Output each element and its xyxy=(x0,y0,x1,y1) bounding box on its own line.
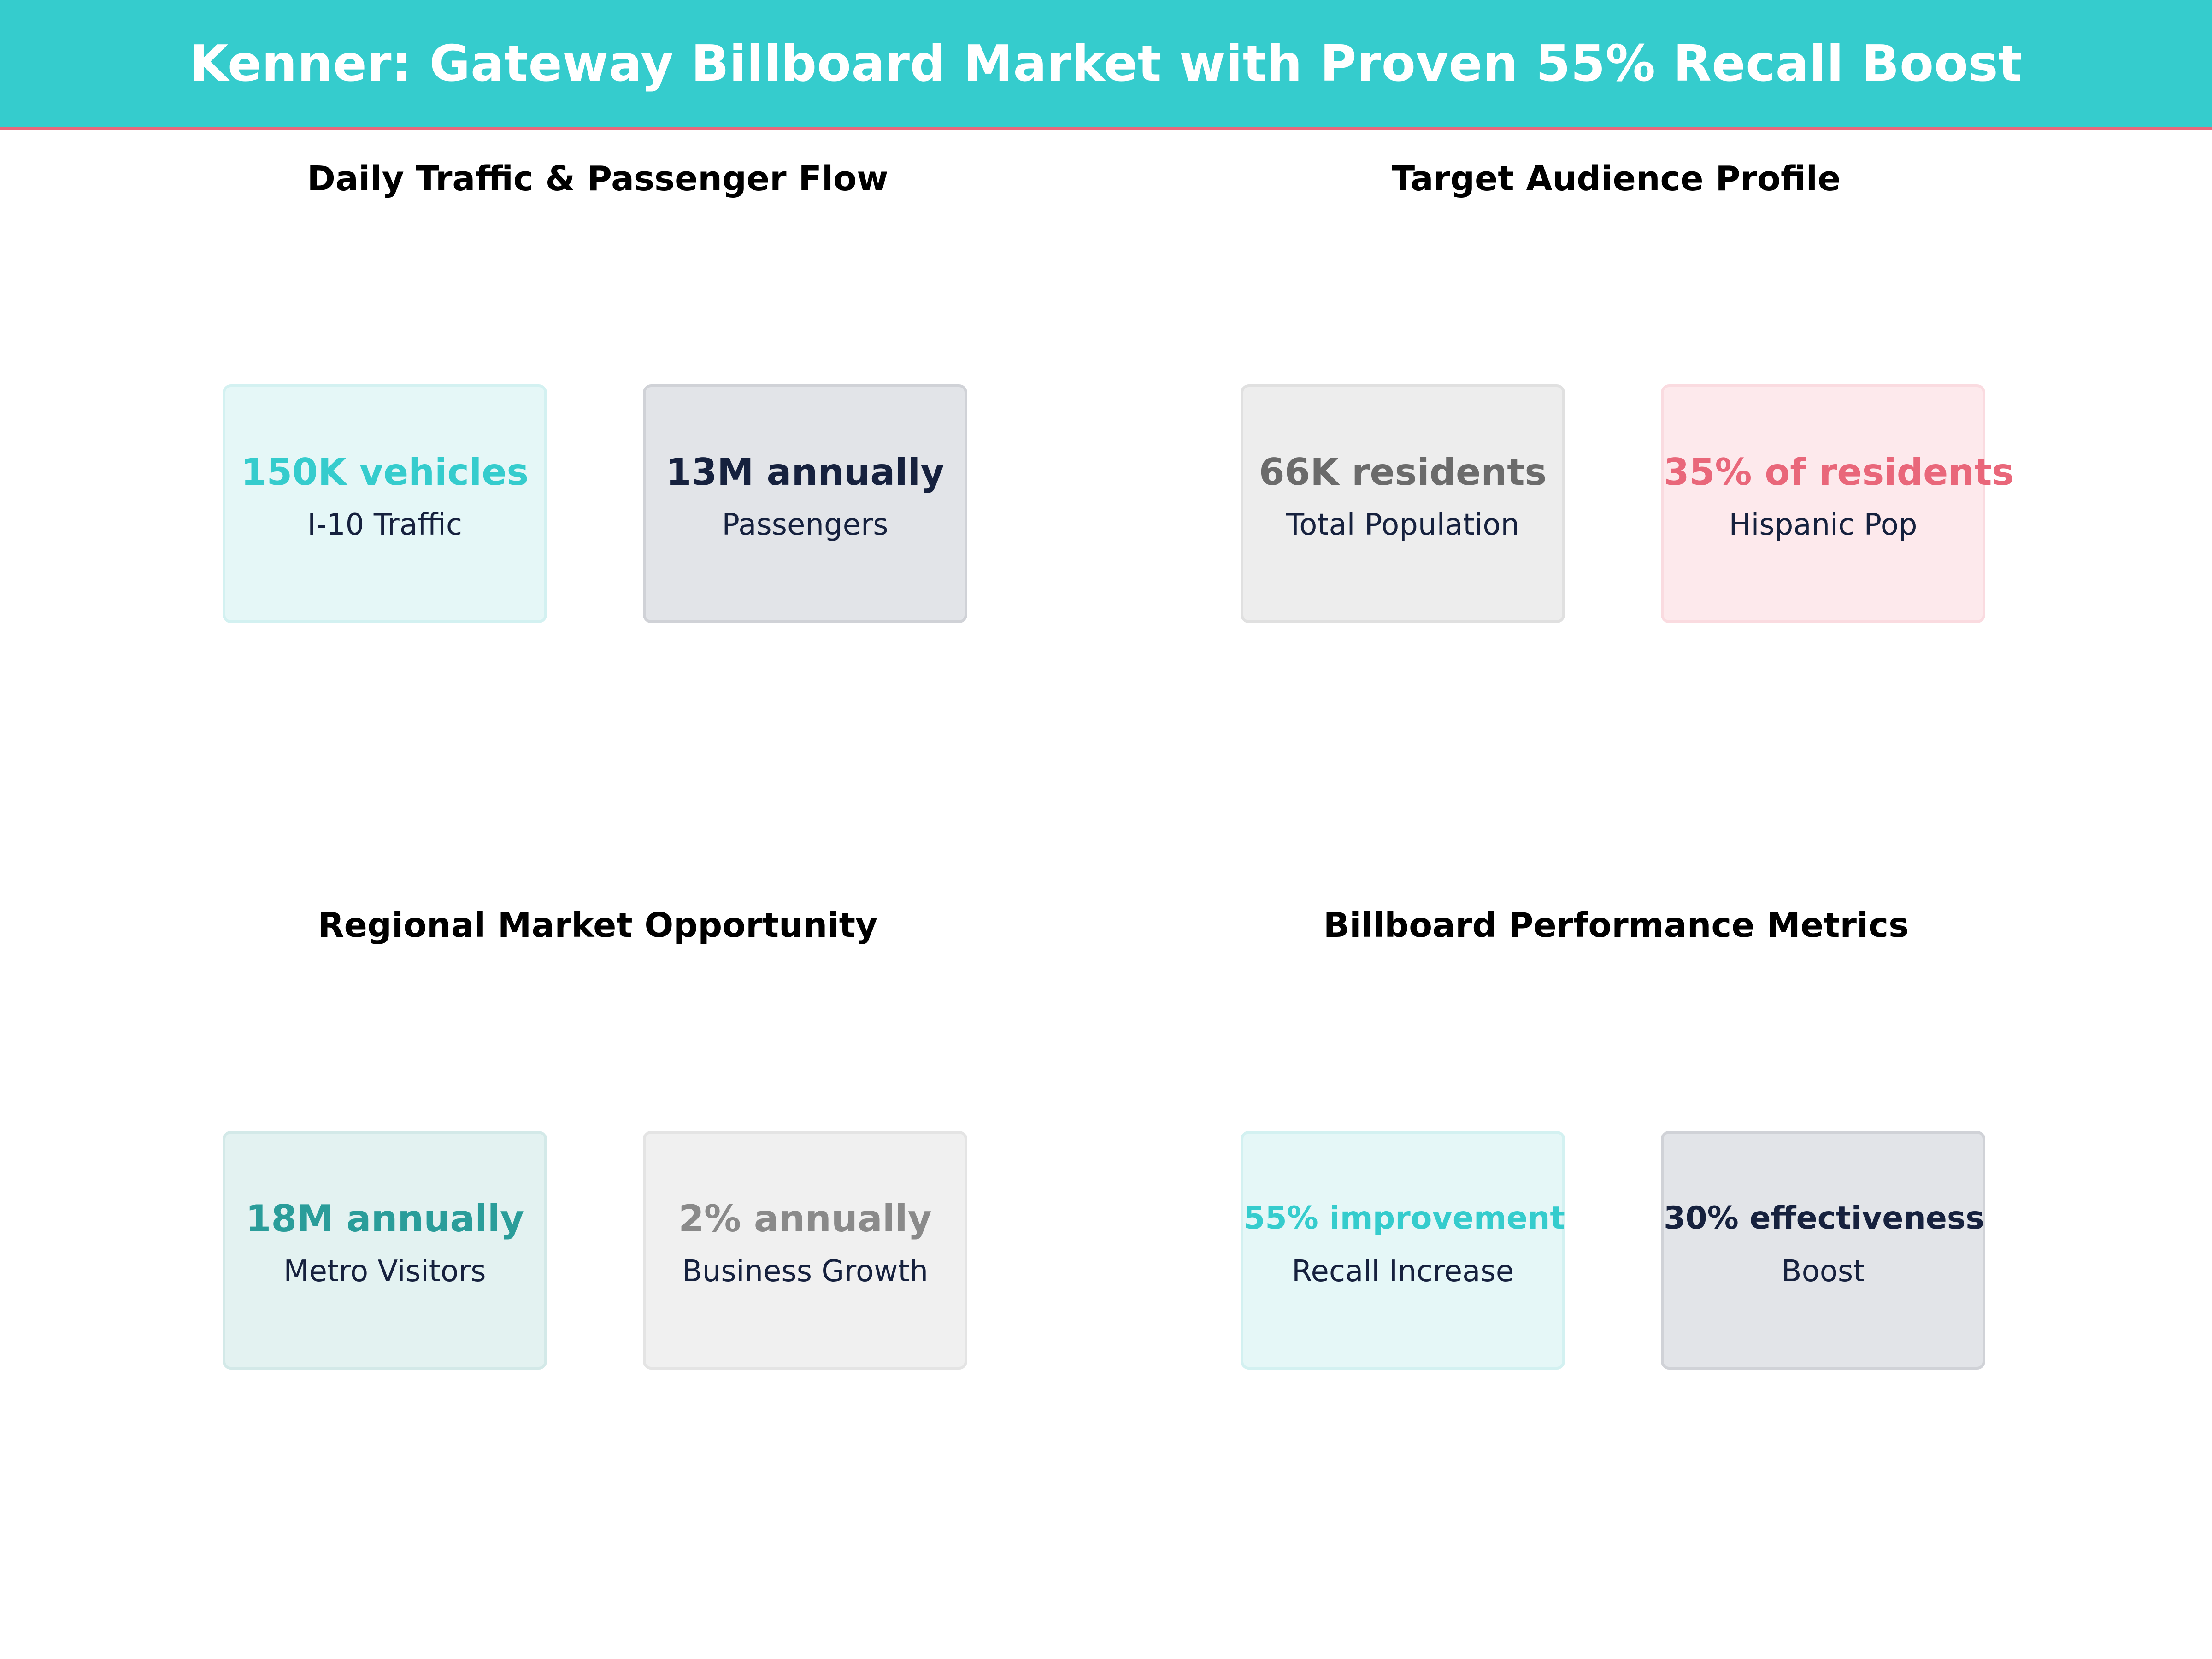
card-value: 30% effectiveness xyxy=(1664,1200,1984,1236)
card-value: 55% improvement xyxy=(1243,1200,1565,1236)
card-boost: 30% effectiveness Boost xyxy=(1661,1131,1985,1370)
card-value: 35% of residents xyxy=(1664,451,2014,494)
card-business-growth: 2% annually Business Growth xyxy=(643,1131,967,1370)
card-value: 150K vehicles xyxy=(241,451,529,494)
card-label: Boost xyxy=(1781,1254,1865,1288)
header-banner: Kenner: Gateway Billboard Market with Pr… xyxy=(0,0,2212,130)
card-value: 2% annually xyxy=(678,1197,932,1240)
card-i10-traffic: 150K vehicles I-10 Traffic xyxy=(223,384,547,623)
section-title-regional: Regional Market Opportunity xyxy=(318,906,878,945)
card-passengers: 13M annually Passengers xyxy=(643,384,967,623)
card-total-population: 66K residents Total Population xyxy=(1241,384,1565,623)
card-label: Total Population xyxy=(1286,508,1520,542)
section-title-performance: Billboard Performance Metrics xyxy=(1323,906,1909,945)
card-value: 66K residents xyxy=(1259,451,1547,494)
card-hispanic-pop: 35% of residents Hispanic Pop xyxy=(1661,384,2014,623)
card-label: Hispanic Pop xyxy=(1729,508,1918,542)
card-value: 13M annually xyxy=(665,451,945,494)
card-label: Metro Visitors xyxy=(283,1254,486,1288)
card-recall-increase: 55% improvement Recall Increase xyxy=(1241,1131,1565,1370)
card-metro-visitors: 18M annually Metro Visitors xyxy=(223,1131,547,1370)
page-title: Kenner: Gateway Billboard Market with Pr… xyxy=(189,35,2023,93)
card-label: I-10 Traffic xyxy=(307,508,463,542)
card-label: Recall Increase xyxy=(1291,1254,1514,1288)
card-value: 18M annually xyxy=(245,1197,524,1240)
section-title-audience: Target Audience Profile xyxy=(1391,159,1841,199)
card-label: Business Growth xyxy=(682,1254,929,1288)
card-label: Passengers xyxy=(722,508,888,542)
section-title-traffic: Daily Traffic & Passenger Flow xyxy=(307,159,888,199)
